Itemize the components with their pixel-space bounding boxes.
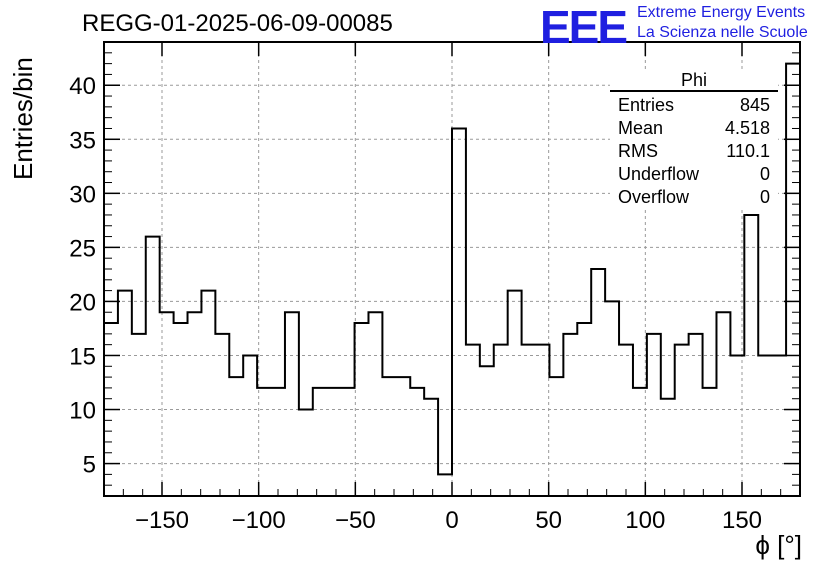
- x-tick-label: −150: [135, 507, 189, 534]
- x-tick-label: 0: [445, 507, 458, 534]
- y-tick-label: 30: [69, 181, 96, 208]
- stats-box: Phi Entries 845 Mean 4.518 RMS 110.1 Und…: [610, 70, 778, 209]
- stats-value: 0: [759, 187, 770, 207]
- stats-value: 0: [759, 164, 770, 184]
- stats-row-entries: Entries 845: [610, 94, 778, 117]
- y-axis-label-box: Entries/bin: [8, 40, 38, 180]
- stats-value: 845: [739, 95, 770, 115]
- stats-label: RMS: [618, 141, 658, 161]
- x-tick-label: 100: [625, 507, 665, 534]
- y-tick-label: 10: [69, 398, 96, 425]
- x-axis-label: ϕ [°]: [755, 530, 802, 560]
- y-tick-label: 5: [83, 452, 96, 479]
- eee-logo: EEE: [540, 1, 628, 53]
- y-tick-label: 35: [69, 127, 96, 154]
- logo-caption-line2: La Scienza nelle Scuole: [637, 24, 808, 41]
- x-tick-label: 150: [722, 507, 762, 534]
- y-axis-label: Entries/bin: [8, 57, 38, 180]
- stats-label: Underflow: [618, 164, 700, 184]
- stats-value: 4.518: [724, 118, 770, 138]
- logo-caption-line1: Extreme Energy Events: [637, 4, 806, 21]
- axis-ticks: −150 −100 −50 0 50 100 150 5 10 15 20 25 30 35 40: [69, 41, 800, 534]
- stats-label: Mean: [618, 118, 664, 138]
- stats-value: 110.1: [726, 141, 770, 161]
- x-tick-label: −50: [335, 507, 376, 534]
- y-tick-label: 15: [69, 343, 96, 370]
- stats-row-mean: Mean 4.518: [610, 117, 778, 140]
- histogram-step-line: [104, 62, 800, 476]
- y-tick-label: 40: [69, 73, 96, 100]
- logo-caption: Extreme Energy Events La Scienza nelle S…: [637, 3, 808, 43]
- x-tick-label: −100: [232, 507, 286, 534]
- y-tick-label: 20: [69, 289, 96, 316]
- stats-row-underflow: Underflow 0: [610, 163, 778, 186]
- stats-label: Overflow: [618, 187, 690, 207]
- x-tick-label: 50: [535, 507, 562, 534]
- y-tick-label: 25: [69, 235, 96, 262]
- chart-title: REGG-01-2025-06-09-00085: [82, 10, 393, 37]
- stats-row-overflow: Overflow 0: [610, 186, 778, 209]
- stats-label: Entries: [618, 95, 675, 115]
- stats-row-rms: RMS 110.1: [610, 140, 778, 163]
- stats-box-name: Phi: [610, 70, 778, 92]
